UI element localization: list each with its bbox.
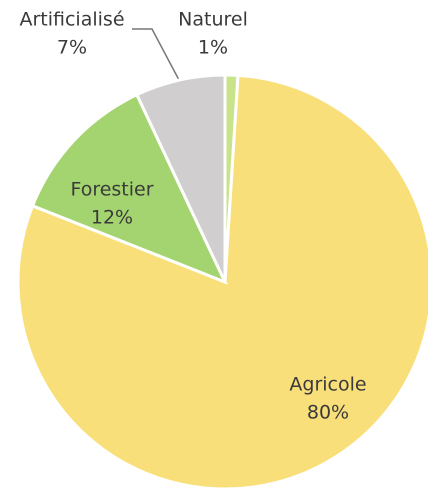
slice-value-label: 7% [57, 37, 87, 59]
slice-label: Agricole [289, 374, 366, 396]
slice-label: Artificialisé [19, 9, 124, 31]
slice-value-label: 80% [307, 402, 349, 424]
pie-slice [134, 73, 227, 283]
pie-slice [30, 92, 228, 285]
slice-value-label: 1% [198, 37, 228, 59]
leader-line [132, 28, 180, 81]
slice-label: Forestier [70, 179, 153, 201]
slice-label: Naturel [178, 9, 248, 31]
slice-value-label: 12% [91, 207, 133, 229]
